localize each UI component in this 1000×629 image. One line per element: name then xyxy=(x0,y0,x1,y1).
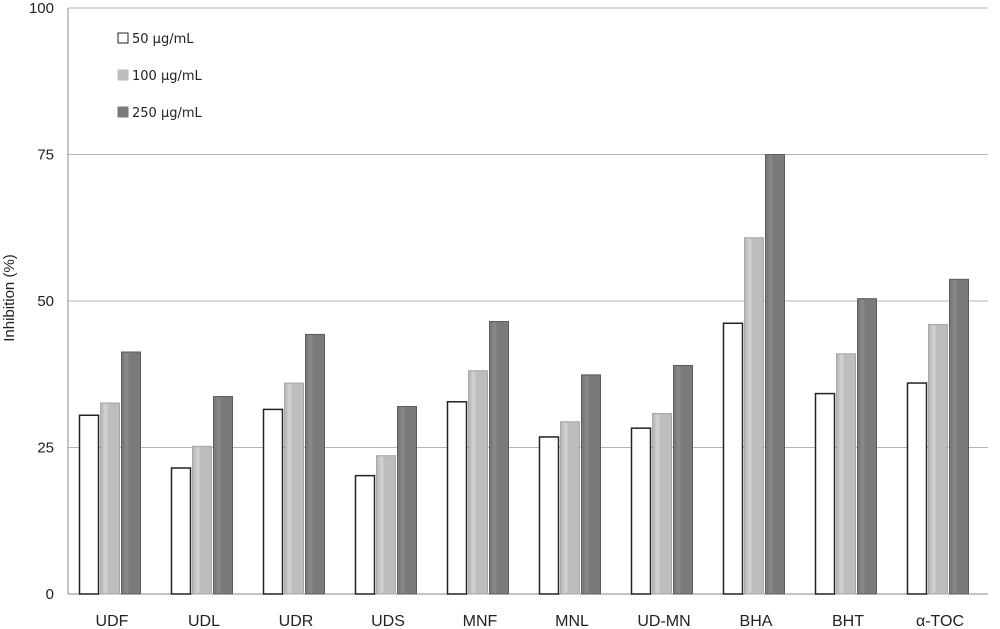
bar-highlight xyxy=(634,429,639,593)
bar-1-UD-MN xyxy=(630,427,652,595)
bar-1-UDR xyxy=(262,408,284,595)
bar-highlight xyxy=(450,402,455,593)
bar-1-UDF xyxy=(78,414,100,595)
x-axis-labels: UDF UDL UDR UDS MNF MNL UD-MN BHA BHT α-TOC xyxy=(96,613,964,629)
x-tick-label: BHT xyxy=(832,613,864,629)
legend-label-3: 250 µg/mL xyxy=(132,106,203,121)
bar-3-MNF xyxy=(489,321,509,595)
bar-3-BHT xyxy=(857,298,877,595)
x-tick-label: MNF xyxy=(463,613,498,629)
bar-1-MNL xyxy=(538,436,560,595)
x-tick-label: BHA xyxy=(740,613,773,629)
y-axis-title: Inhibition (%) xyxy=(1,254,18,342)
y-tick-label: 75 xyxy=(37,147,54,164)
bar-2-MNF xyxy=(468,370,488,595)
bar-highlight xyxy=(308,335,313,593)
bar-3-MNL xyxy=(581,374,601,595)
x-tick-label: UDL xyxy=(188,613,220,629)
bar-highlight xyxy=(931,325,936,593)
y-tick-label: 100 xyxy=(29,0,54,17)
legend-swatch-3 xyxy=(117,106,129,118)
bar-highlight xyxy=(768,155,773,593)
bar-highlight xyxy=(492,322,497,593)
y-tick-label: 0 xyxy=(46,586,54,603)
legend: 50 µg/mL 100 µg/mL 250 µg/mL xyxy=(117,32,203,121)
bar-highlight xyxy=(726,324,731,593)
x-tick-label: UDS xyxy=(371,613,405,629)
bar-highlight xyxy=(952,280,957,593)
bar-highlight xyxy=(287,384,292,593)
bar-2-UDL xyxy=(192,445,212,595)
bar-highlight xyxy=(584,375,589,593)
bar-highlight xyxy=(860,299,865,593)
x-tick-label: MNL xyxy=(555,613,589,629)
bar-highlight xyxy=(266,410,271,593)
bar-1-UDS xyxy=(354,474,376,595)
bar-1-MNF xyxy=(446,401,468,595)
bar-highlight xyxy=(747,238,752,593)
bar-1-UDL xyxy=(170,467,192,595)
bar-3-UDF xyxy=(121,351,141,595)
bar-1-BHT xyxy=(814,392,836,595)
bar-2-UDF xyxy=(100,402,120,595)
x-tick-label: UDR xyxy=(279,613,314,629)
bars xyxy=(78,154,969,595)
bar-2-α-TOC xyxy=(928,323,948,595)
bar-highlight xyxy=(839,354,844,593)
bar-3-BHA xyxy=(765,154,785,595)
bar-3-α-TOC xyxy=(949,278,969,595)
legend-label-2: 100 µg/mL xyxy=(132,69,203,84)
bar-1-BHA xyxy=(722,322,744,595)
y-tick-label: 50 xyxy=(37,293,54,310)
bar-highlight xyxy=(216,397,221,593)
bar-highlight xyxy=(818,394,823,593)
x-tick-label: UD-MN xyxy=(637,613,690,629)
bar-highlight xyxy=(195,447,200,593)
bar-highlight xyxy=(103,403,108,593)
x-tick-label: UDF xyxy=(96,613,129,629)
bar-2-BHT xyxy=(836,353,856,595)
bar-2-UDS xyxy=(376,455,396,595)
bar-3-UDR xyxy=(305,333,325,595)
bar-highlight xyxy=(82,416,87,593)
bar-highlight xyxy=(542,437,547,593)
legend-label-1: 50 µg/mL xyxy=(132,32,194,47)
bar-3-UDS xyxy=(397,405,417,595)
bar-2-UDR xyxy=(284,382,304,595)
legend-swatch-2 xyxy=(117,69,129,81)
bar-highlight xyxy=(676,366,681,593)
y-tick-label: 25 xyxy=(37,440,54,457)
bar-highlight xyxy=(910,384,915,593)
bar-highlight xyxy=(655,414,660,593)
bar-1-α-TOC xyxy=(906,382,928,595)
bar-2-MNL xyxy=(560,421,580,595)
bar-highlight xyxy=(400,407,405,593)
bar-highlight xyxy=(471,371,476,593)
legend-swatch-1 xyxy=(117,32,129,44)
bar-3-UDL xyxy=(213,396,233,595)
bar-highlight xyxy=(174,469,179,593)
bar-2-UD-MN xyxy=(652,413,672,595)
bar-highlight xyxy=(358,476,363,593)
bar-highlight xyxy=(379,456,384,593)
bar-3-UD-MN xyxy=(673,364,693,595)
bar-highlight xyxy=(124,352,129,593)
bar-highlight xyxy=(563,422,568,593)
bar-2-BHA xyxy=(744,237,764,595)
x-tick-label: α-TOC xyxy=(916,613,964,629)
